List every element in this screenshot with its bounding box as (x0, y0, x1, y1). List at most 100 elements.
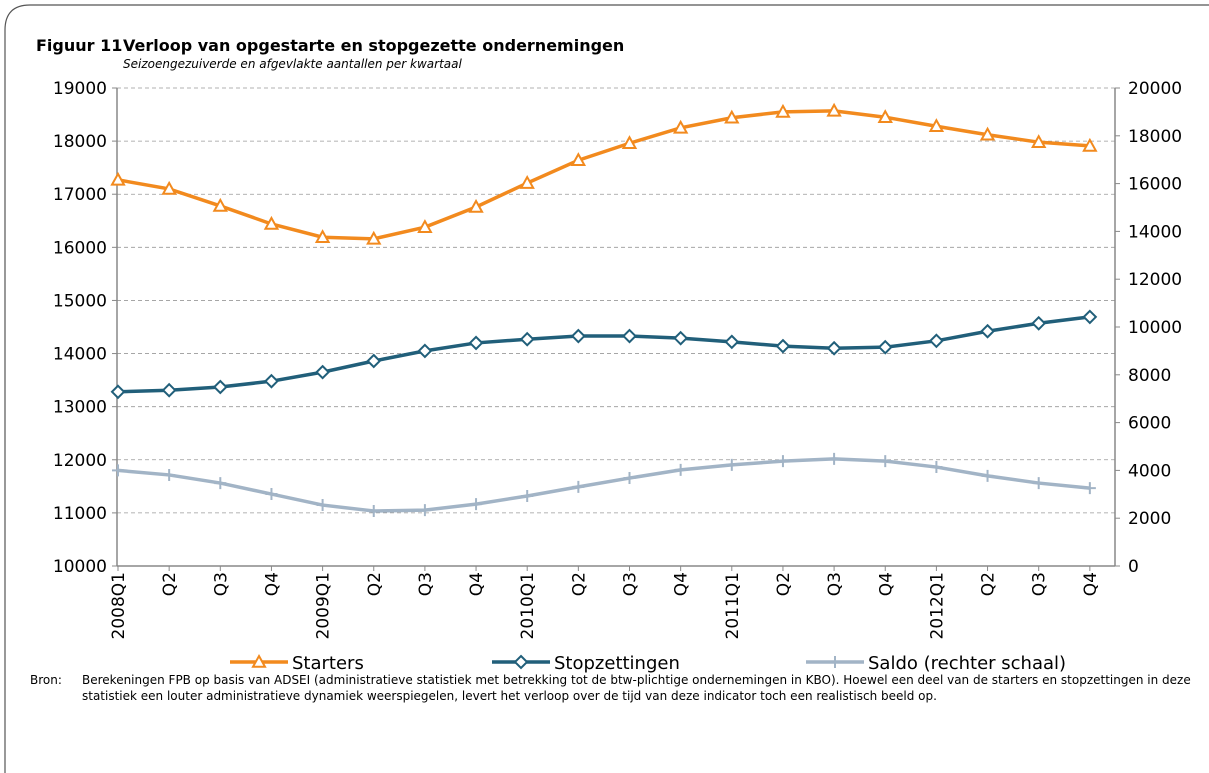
marker-triangle (877, 109, 893, 124)
marker-plus (470, 498, 483, 511)
chart-subtitle: Seizoengezuiverde en afgevlakte aantalle… (123, 57, 463, 71)
source-label: Bron: (30, 673, 62, 687)
x-tick-label: Q3 (1030, 572, 1050, 596)
marker-triangle (263, 215, 280, 230)
marker-triangle (468, 198, 484, 213)
y-tick-label: 18000 (53, 132, 107, 152)
marker-triangle (366, 230, 382, 245)
marker-diamond (315, 364, 331, 380)
x-tick-label: Q4 (876, 572, 896, 596)
marker-triangle (724, 109, 740, 124)
marker-triangle (110, 171, 126, 186)
x-tick-label: Q3 (211, 572, 231, 596)
marker-diamond (724, 334, 740, 350)
marker-triangle (826, 102, 842, 117)
marker-diamond (468, 335, 484, 351)
legend-label: Starters (292, 653, 364, 674)
marker-diamond (775, 338, 791, 354)
series-line (117, 315, 1091, 394)
y-tick-label: 10000 (53, 557, 107, 577)
chart-title: Verloop van opgestarte en stopgezette on… (123, 36, 624, 55)
x-tick-label: Q2 (365, 572, 385, 596)
x-tick-label: Q2 (160, 572, 180, 596)
x-tick-label: Q2 (569, 572, 589, 596)
marker-diamond (980, 323, 995, 339)
y-tick-label: 15000 (53, 291, 107, 311)
marker-triangle (519, 175, 535, 189)
x-tick-label: Q4 (467, 572, 487, 596)
legend-label: Stopzettingen (554, 653, 680, 674)
figure-label: Figuur 11 (36, 36, 122, 55)
marker-plus (725, 458, 738, 471)
marker-triangle (314, 229, 331, 244)
marker-diamond (264, 373, 279, 389)
x-tick-label: Q4 (262, 572, 282, 596)
y2-tick-label: 0 (1128, 557, 1139, 577)
y2-tick-label: 6000 (1128, 414, 1171, 434)
x-tick-label: Q4 (672, 572, 692, 596)
y-tick-label: 11000 (53, 504, 107, 524)
marker-triangle (417, 219, 433, 233)
marker-diamond (826, 340, 842, 356)
legend-marker (513, 654, 529, 670)
marker-plus (265, 488, 278, 501)
marker-diamond (417, 343, 433, 359)
x-tick-label: Q2 (774, 572, 794, 596)
marker-diamond (212, 379, 228, 395)
marker-diamond (673, 330, 689, 346)
marker-diamond (877, 339, 893, 355)
marker-triangle (1082, 137, 1098, 152)
marker-plus (828, 452, 841, 465)
y-tick-label: 19000 (53, 79, 107, 99)
marker-triangle (672, 119, 689, 134)
series-line (117, 109, 1090, 241)
marker-triangle (570, 152, 587, 167)
marker-triangle (928, 118, 945, 133)
series-line (117, 457, 1091, 513)
marker-triangle (621, 135, 638, 150)
marker-plus (674, 463, 687, 476)
marker-diamond (570, 328, 586, 344)
legend-marker (829, 656, 841, 668)
marker-triangle (979, 126, 996, 141)
marker-diamond (622, 328, 637, 344)
x-tick-label: Q3 (825, 572, 845, 596)
marker-plus (367, 505, 380, 518)
marker-triangle (1031, 134, 1047, 148)
marker-triangle (161, 180, 177, 195)
source-text: Berekeningen FPB op basis van ADSEI (adm… (82, 673, 1191, 703)
x-tick-label: Q3 (416, 572, 436, 596)
marker-plus (981, 469, 994, 482)
marker-plus (316, 499, 329, 512)
marker-plus (623, 472, 636, 485)
y2-tick-label: 2000 (1128, 509, 1171, 529)
marker-diamond (110, 384, 126, 400)
y2-tick-label: 18000 (1128, 127, 1182, 147)
y2-tick-label: 8000 (1128, 366, 1171, 386)
y2-tick-label: 12000 (1128, 270, 1182, 290)
frame (4, 4, 1209, 773)
marker-plus (112, 464, 124, 477)
x-tick-label: Q2 (979, 572, 999, 596)
x-tick-label: 2012Q1 (927, 572, 947, 639)
x-tick-label: Q3 (621, 572, 641, 596)
legend-marker (251, 653, 267, 668)
marker-diamond (161, 382, 177, 398)
marker-diamond (1082, 309, 1098, 325)
marker-plus (418, 504, 431, 517)
legend-label: Saldo (rechter schaal) (868, 653, 1066, 674)
y-tick-label: 13000 (53, 398, 107, 418)
y-tick-label: 14000 (53, 345, 107, 365)
marker-plus (163, 468, 176, 481)
x-tick-label: 2011Q1 (723, 572, 743, 639)
marker-triangle (212, 197, 228, 212)
marker-diamond (519, 331, 535, 347)
x-tick-label: Q4 (1081, 572, 1101, 596)
marker-plus (1032, 477, 1045, 490)
y-tick-label: 16000 (53, 238, 107, 258)
y2-tick-label: 20000 (1128, 79, 1182, 99)
marker-diamond (928, 333, 944, 349)
marker-plus (572, 480, 585, 493)
